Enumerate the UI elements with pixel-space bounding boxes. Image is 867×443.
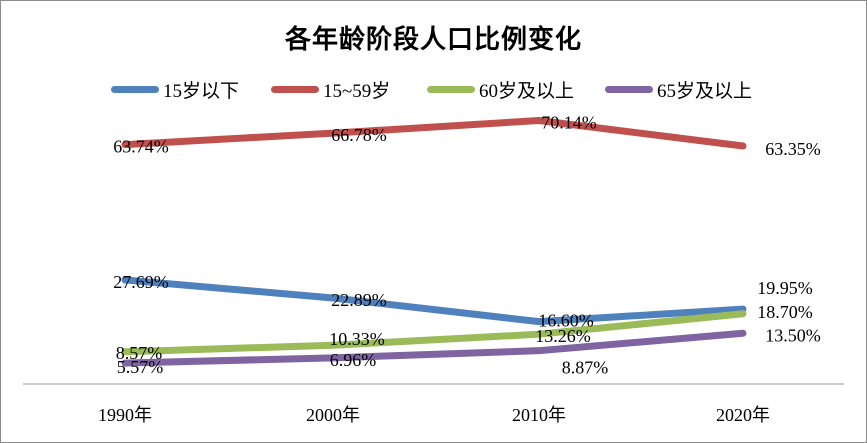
- legend-swatch-under-15: [111, 85, 159, 93]
- data-label-15-59: 63.35%: [765, 139, 821, 159]
- legend-label-60-plus: 60岁及以上: [479, 80, 575, 102]
- x-tick-label: 2000年: [306, 405, 360, 425]
- data-label-65-plus: 13.50%: [765, 325, 821, 345]
- legend-label-15-59: 15~59岁: [323, 80, 391, 102]
- chart-title: 各年龄阶段人口比例变化: [284, 25, 582, 54]
- data-label-under-15: 27.69%: [113, 272, 169, 292]
- series-line-under-15: [121, 276, 747, 326]
- data-label-under-15: 16.60%: [538, 311, 594, 331]
- legend-item-15-59: 15~59岁: [271, 75, 390, 103]
- data-label-60-plus: 10.33%: [329, 329, 385, 349]
- legend-label-under-15: 15岁以下: [163, 80, 240, 102]
- data-label-65-plus: 5.57%: [117, 357, 164, 377]
- data-label-65-plus: 8.87%: [562, 358, 609, 378]
- legend-item-60-plus: 60岁及以上: [427, 75, 574, 103]
- data-label-60-plus: 8.57%: [116, 343, 163, 363]
- legend-item-under-15: 15岁以下: [111, 75, 239, 103]
- series-line-60-plus: [121, 310, 747, 356]
- legend-label-65-plus: 65岁及以上: [657, 80, 753, 102]
- data-label-under-15: 19.95%: [757, 278, 813, 298]
- legend-swatch-60-plus: [427, 85, 475, 93]
- data-label-15-59: 66.78%: [331, 125, 387, 145]
- legend: 15岁以下 15~59岁 60岁及以上 65岁及以上: [1, 75, 866, 103]
- data-label-65-plus: 6.96%: [330, 350, 377, 370]
- x-tick-label: 2010年: [512, 405, 566, 425]
- data-label-under-15: 22.89%: [331, 290, 387, 310]
- x-tick-label: 2020年: [716, 405, 770, 425]
- series-line-15-59: [121, 117, 747, 150]
- data-label-60-plus: 18.70%: [757, 302, 813, 322]
- legend-swatch-65-plus: [605, 85, 653, 93]
- data-label-15-59: 70.14%: [541, 113, 597, 133]
- series-line-65-plus: [121, 329, 747, 367]
- legend-item-65-plus: 65岁及以上: [605, 75, 752, 103]
- data-label-60-plus: 13.26%: [535, 326, 591, 346]
- data-label-15-59: 63.74%: [113, 137, 169, 157]
- legend-swatch-15-59: [271, 85, 319, 93]
- x-tick-label: 1990年: [98, 405, 152, 425]
